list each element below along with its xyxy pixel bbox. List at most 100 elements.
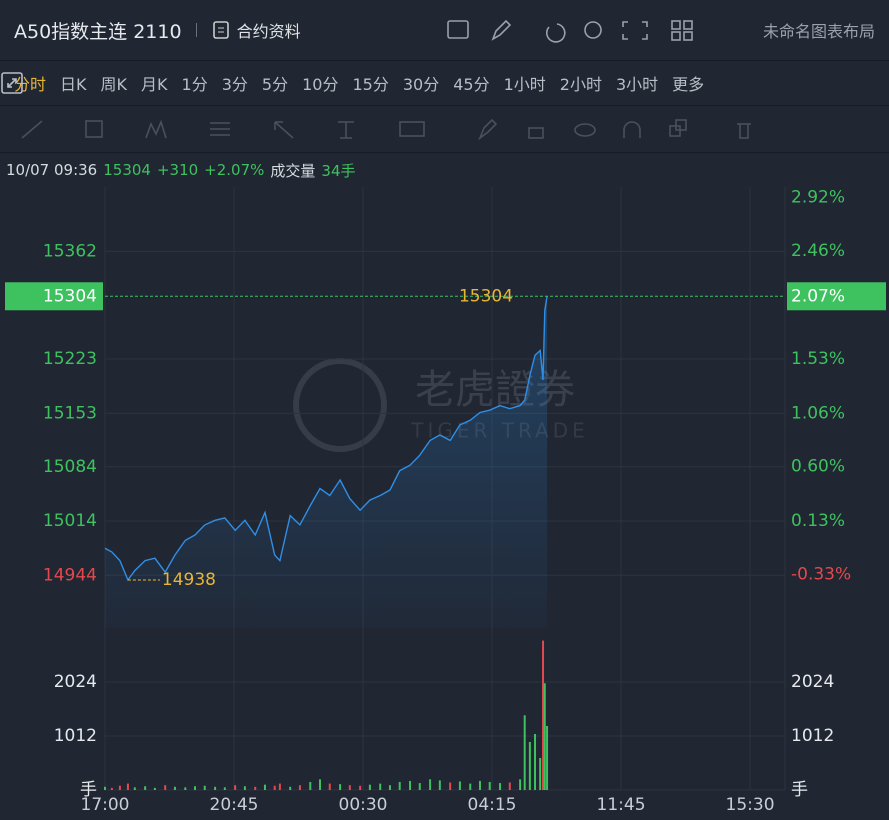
volume-bar	[278, 783, 281, 790]
volume-bar	[542, 640, 545, 790]
drawing-toolbar	[0, 106, 889, 153]
volume-bar	[499, 783, 502, 790]
period-tab[interactable]: 3小时	[615, 74, 659, 94]
volume-bar	[144, 786, 147, 790]
title: A50指数主连 2110	[14, 20, 182, 43]
period-tab[interactable]: 30分	[402, 74, 440, 94]
volume-bar	[263, 784, 266, 790]
volume-tick-label: 1012	[791, 726, 834, 746]
watermark-logo	[293, 358, 387, 452]
volume-bar	[539, 757, 542, 790]
y-tick-label: 15084	[43, 457, 97, 477]
volume-bar	[214, 786, 217, 790]
period-tab[interactable]: 15分	[352, 74, 389, 94]
x-tick-label: 00:30	[339, 795, 388, 815]
volume-tick-label: 2024	[54, 672, 97, 692]
volume-bar	[534, 733, 537, 790]
volume-bar	[368, 784, 371, 790]
y2-tick-label: 1.53%	[791, 349, 845, 369]
period-tab[interactable]: 更多	[672, 74, 705, 94]
volume-bar	[319, 779, 322, 790]
quote-change-pct: +2.07%	[204, 161, 265, 179]
x-tick-label: 17:00	[81, 795, 130, 815]
period-tab[interactable]: 5分	[261, 74, 289, 94]
volume-bar	[289, 786, 292, 790]
doc-icon[interactable]	[211, 20, 231, 40]
y2-tick-label: 2.92%	[791, 187, 845, 207]
volume-bar	[194, 786, 197, 790]
period-tab[interactable]: 1小时	[503, 74, 546, 94]
layout-menu[interactable]: 未命名图表布局	[762, 22, 875, 41]
x-tick-label: 15:30	[726, 795, 775, 815]
volume-bar	[273, 785, 276, 790]
volume-bar	[348, 785, 351, 790]
quote-time: 10/07 09:36	[6, 161, 98, 179]
period-tab[interactable]: 10分	[302, 74, 339, 94]
volume-bar	[118, 785, 121, 790]
expand-icon[interactable]	[0, 71, 24, 95]
volume-bar	[528, 741, 531, 790]
volume-bar	[508, 782, 511, 790]
volume-tick-label: 手	[791, 780, 808, 800]
price-tag-text: 15304	[43, 286, 97, 306]
period-tab[interactable]: 周K	[100, 74, 128, 94]
volume-bar	[488, 781, 491, 790]
volume-bar	[409, 780, 412, 790]
y2-tick-label: 2.46%	[791, 241, 845, 261]
volume-bar	[469, 783, 472, 790]
tool-icons	[21, 118, 751, 141]
y2-tick-label: 0.60%	[791, 457, 845, 477]
volume-bar	[104, 786, 106, 790]
period-tab[interactable]: 1分	[181, 74, 208, 94]
volume-tick-label: 2024	[791, 672, 834, 692]
price-tag	[5, 282, 103, 311]
volume-bar	[388, 785, 391, 790]
volume-bar	[184, 787, 187, 790]
period-tab[interactable]: 3分	[221, 74, 248, 94]
volume-bar	[110, 787, 113, 790]
volume-bar	[458, 781, 461, 790]
volume-bar	[234, 785, 237, 790]
quote-bar: 10/07 09:36 15304 +310 +2.07% 成交量 34手	[0, 153, 889, 187]
volume-bar	[429, 779, 432, 790]
period-tab[interactable]: 2小时	[559, 74, 602, 94]
volume-bar	[153, 787, 156, 790]
price-line	[104, 296, 548, 582]
y-tick-label: 14944	[43, 565, 97, 585]
period-tab[interactable]: 45分	[453, 74, 490, 94]
info-button[interactable]: 合约资料	[236, 22, 301, 41]
volume-bar	[133, 787, 136, 790]
volume-bar	[243, 786, 246, 790]
volume-bar	[223, 787, 226, 790]
watermark: 老虎證券	[415, 367, 575, 413]
volume-bar	[398, 781, 401, 790]
volume-bar	[203, 785, 206, 790]
y2-tick-label: 1.06%	[791, 403, 845, 423]
volume-bar	[126, 783, 129, 790]
volume-bar	[546, 725, 549, 790]
y-tick-label: 15014	[43, 511, 97, 531]
volume-bar	[379, 783, 382, 790]
pct-tag	[787, 282, 886, 311]
quote-change: +310	[156, 161, 199, 179]
high-label: 15304	[459, 286, 513, 306]
volume-label: 成交量	[270, 161, 316, 180]
period-tab[interactable]: 日K	[60, 74, 87, 94]
y-tick-label: 15362	[43, 241, 97, 261]
volume-tick-label: 1012	[54, 726, 97, 746]
volume-bar	[543, 683, 546, 790]
volume-bar	[164, 785, 167, 790]
pct-tag-text: 2.07%	[791, 286, 845, 306]
volume-bar	[339, 784, 342, 790]
volume-bar	[418, 783, 421, 790]
period-tab[interactable]: 月K	[141, 74, 168, 94]
header: A50指数主连 2110 合约资料 未命名图表布局	[0, 0, 889, 61]
x-tick-label: 04:15	[468, 795, 517, 815]
y-tick-label: 15223	[43, 349, 97, 369]
volume-bar	[328, 783, 331, 790]
x-tick-label: 20:45	[210, 795, 259, 815]
period-bar: 分时 日K 周K 月K 1分 3分 5分 10分 15分 30分 45分 1小时 2小时 3小时 更多	[0, 60, 889, 106]
quote-price: 15304	[103, 161, 151, 179]
